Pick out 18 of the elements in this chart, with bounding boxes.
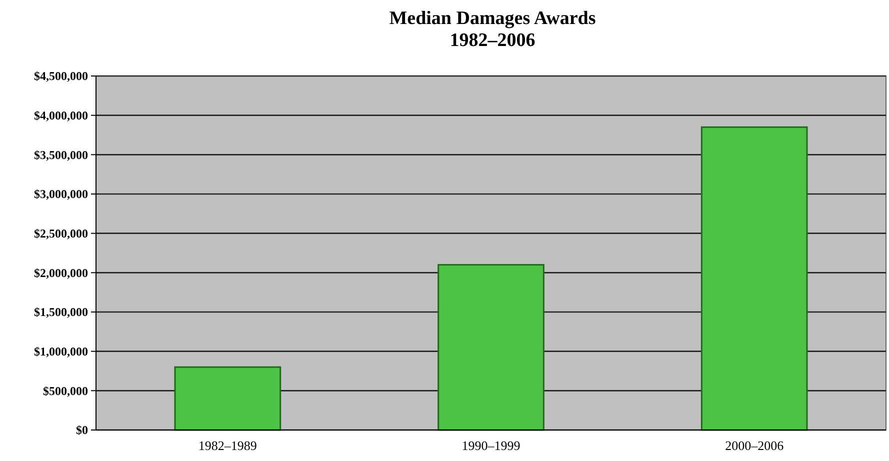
y-tick-label: $4,500,000 bbox=[34, 69, 88, 84]
y-tick-label: $2,000,000 bbox=[34, 266, 88, 280]
y-tick-label: $2,500,000 bbox=[34, 226, 88, 241]
y-tick-label: $1,000,000 bbox=[34, 344, 88, 359]
y-tick-label: $500,000 bbox=[43, 384, 88, 398]
x-tick-label: 2000–2006 bbox=[725, 438, 784, 453]
x-tick-label: 1990–1999 bbox=[462, 438, 520, 453]
y-tick-label: $3,500,000 bbox=[34, 148, 88, 162]
chart-title: Median Damages Awards bbox=[389, 8, 596, 29]
y-tick-label: $0 bbox=[76, 423, 88, 438]
y-tick-label: $1,500,000 bbox=[34, 305, 88, 320]
y-tick-label: $4,000,000 bbox=[34, 108, 88, 123]
bar bbox=[700, 126, 808, 431]
bar bbox=[174, 366, 282, 431]
chart-subtitle: 1982–2006 bbox=[450, 30, 536, 51]
bar bbox=[438, 264, 544, 431]
y-tick-label: $3,000,000 bbox=[34, 187, 88, 202]
x-tick-label: 1982–1989 bbox=[198, 438, 257, 453]
